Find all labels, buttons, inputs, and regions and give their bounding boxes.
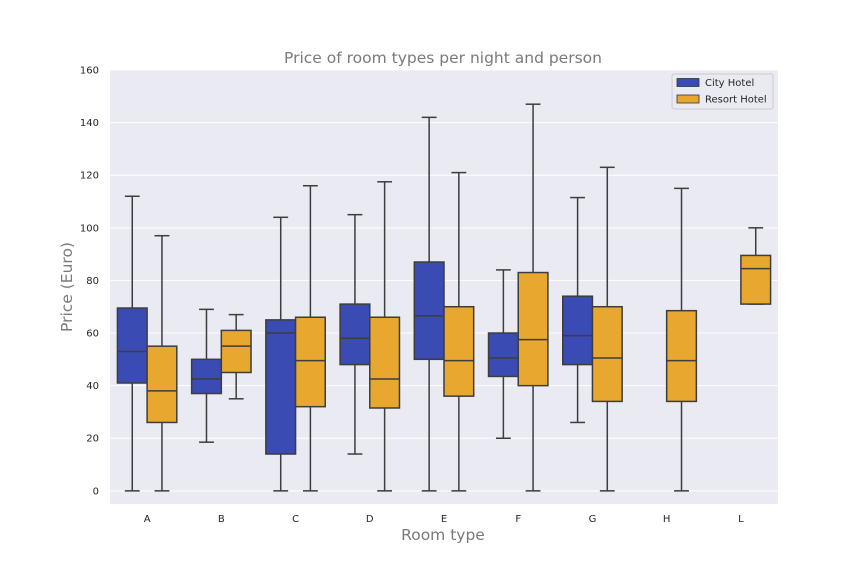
box-city-hotel-g — [562, 196, 594, 424]
iqr-box — [190, 358, 223, 395]
iqr-box — [443, 305, 475, 397]
box-city-hotel-d — [339, 213, 371, 455]
y-tick-label: 120 — [80, 171, 99, 182]
y-tick-label: 140 — [80, 118, 99, 129]
box-resort-hotel-b — [220, 313, 252, 400]
iqr-box — [665, 309, 698, 403]
x-tick-label: C — [292, 514, 299, 525]
x-tick-label: L — [738, 514, 744, 525]
legend-label-resort-hotel: Resort Hotel — [705, 95, 767, 106]
iqr-box — [220, 329, 252, 374]
legend-label-city-hotel: City Hotel — [705, 78, 754, 89]
box-resort-hotel-c — [294, 184, 326, 492]
box-city-hotel-e — [413, 116, 445, 492]
chart-title: Price of room types per night and person — [284, 49, 602, 67]
legend-swatch-city-hotel — [676, 78, 700, 87]
iqr-box — [517, 271, 549, 387]
x-tick-label: F — [515, 514, 521, 525]
x-axis-label: Room type — [401, 526, 485, 544]
box-resort-hotel-l — [740, 227, 772, 305]
box-city-hotel-c — [265, 216, 297, 492]
iqr-box — [740, 254, 772, 305]
iqr-box — [591, 305, 623, 403]
iqr-box — [562, 295, 594, 366]
box-resort-hotel-h — [665, 187, 698, 492]
boxes — [116, 103, 772, 492]
box-city-hotel-b — [190, 308, 223, 443]
iqr-box — [146, 345, 178, 424]
iqr-box — [413, 261, 445, 361]
box-resort-hotel-e — [443, 171, 475, 492]
y-tick-label: 100 — [80, 223, 99, 234]
axis-ticks: 0 20 40 60 80 100 120 140 160 A B C D E F G H L — [80, 66, 744, 526]
box-resort-hotel-d — [369, 181, 401, 492]
iqr-box — [265, 319, 297, 455]
box-city-hotel-f — [487, 269, 519, 439]
box-city-hotel-a — [116, 195, 148, 492]
iqr-box — [487, 332, 519, 378]
y-tick-label: 60 — [86, 329, 99, 340]
box-resort-hotel-g — [591, 166, 623, 492]
iqr-box — [294, 316, 326, 408]
x-tick-label: E — [441, 514, 447, 525]
legend: City Hotel Resort Hotel — [671, 73, 774, 110]
y-tick-label: 40 — [86, 381, 99, 392]
x-tick-label: G — [589, 514, 597, 525]
iqr-box — [369, 316, 401, 409]
x-tick-label: B — [218, 514, 225, 525]
y-axis-label: Price (Euro) — [58, 242, 76, 332]
y-tick-label: 160 — [80, 66, 99, 77]
y-tick-label: 0 — [93, 486, 99, 497]
legend-swatch-resort-hotel — [676, 94, 700, 104]
iqr-box — [116, 307, 148, 384]
y-tick-label: 20 — [86, 434, 99, 445]
x-tick-label: D — [366, 514, 374, 525]
x-tick-label: H — [663, 514, 671, 525]
box-resort-hotel-f — [517, 103, 549, 492]
x-tick-label: A — [144, 514, 151, 525]
iqr-box — [339, 303, 371, 366]
y-tick-label: 80 — [86, 276, 99, 287]
box-resort-hotel-a — [146, 234, 178, 492]
